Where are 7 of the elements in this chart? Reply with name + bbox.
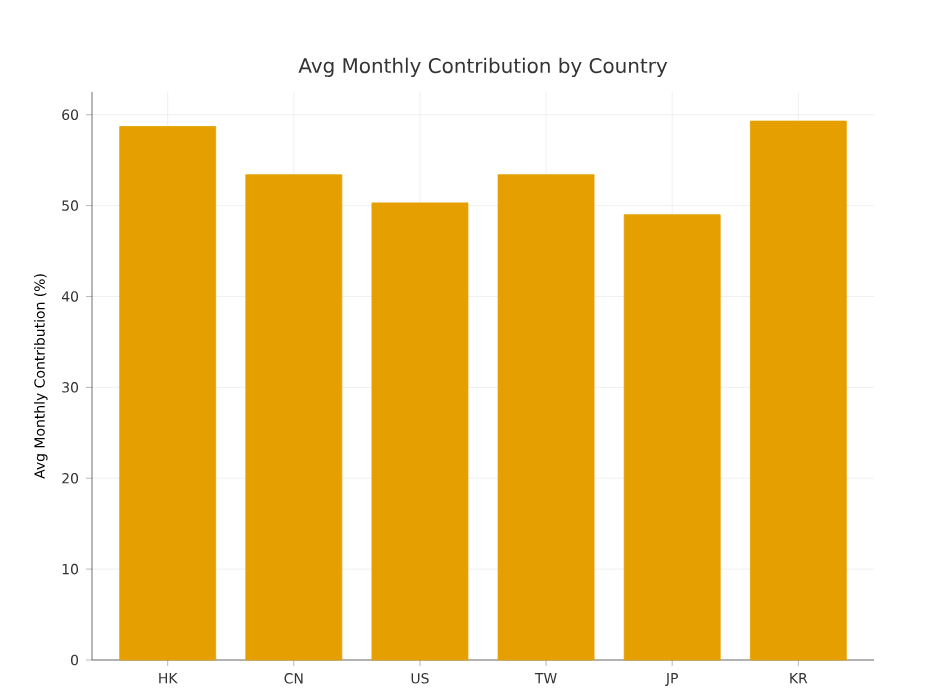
bar xyxy=(623,214,721,661)
chart-title: Avg Monthly Contribution by Country xyxy=(298,57,668,78)
bar xyxy=(749,120,847,661)
bar xyxy=(371,202,469,661)
bar xyxy=(245,174,343,661)
bar xyxy=(497,174,595,661)
bar xyxy=(119,126,217,661)
